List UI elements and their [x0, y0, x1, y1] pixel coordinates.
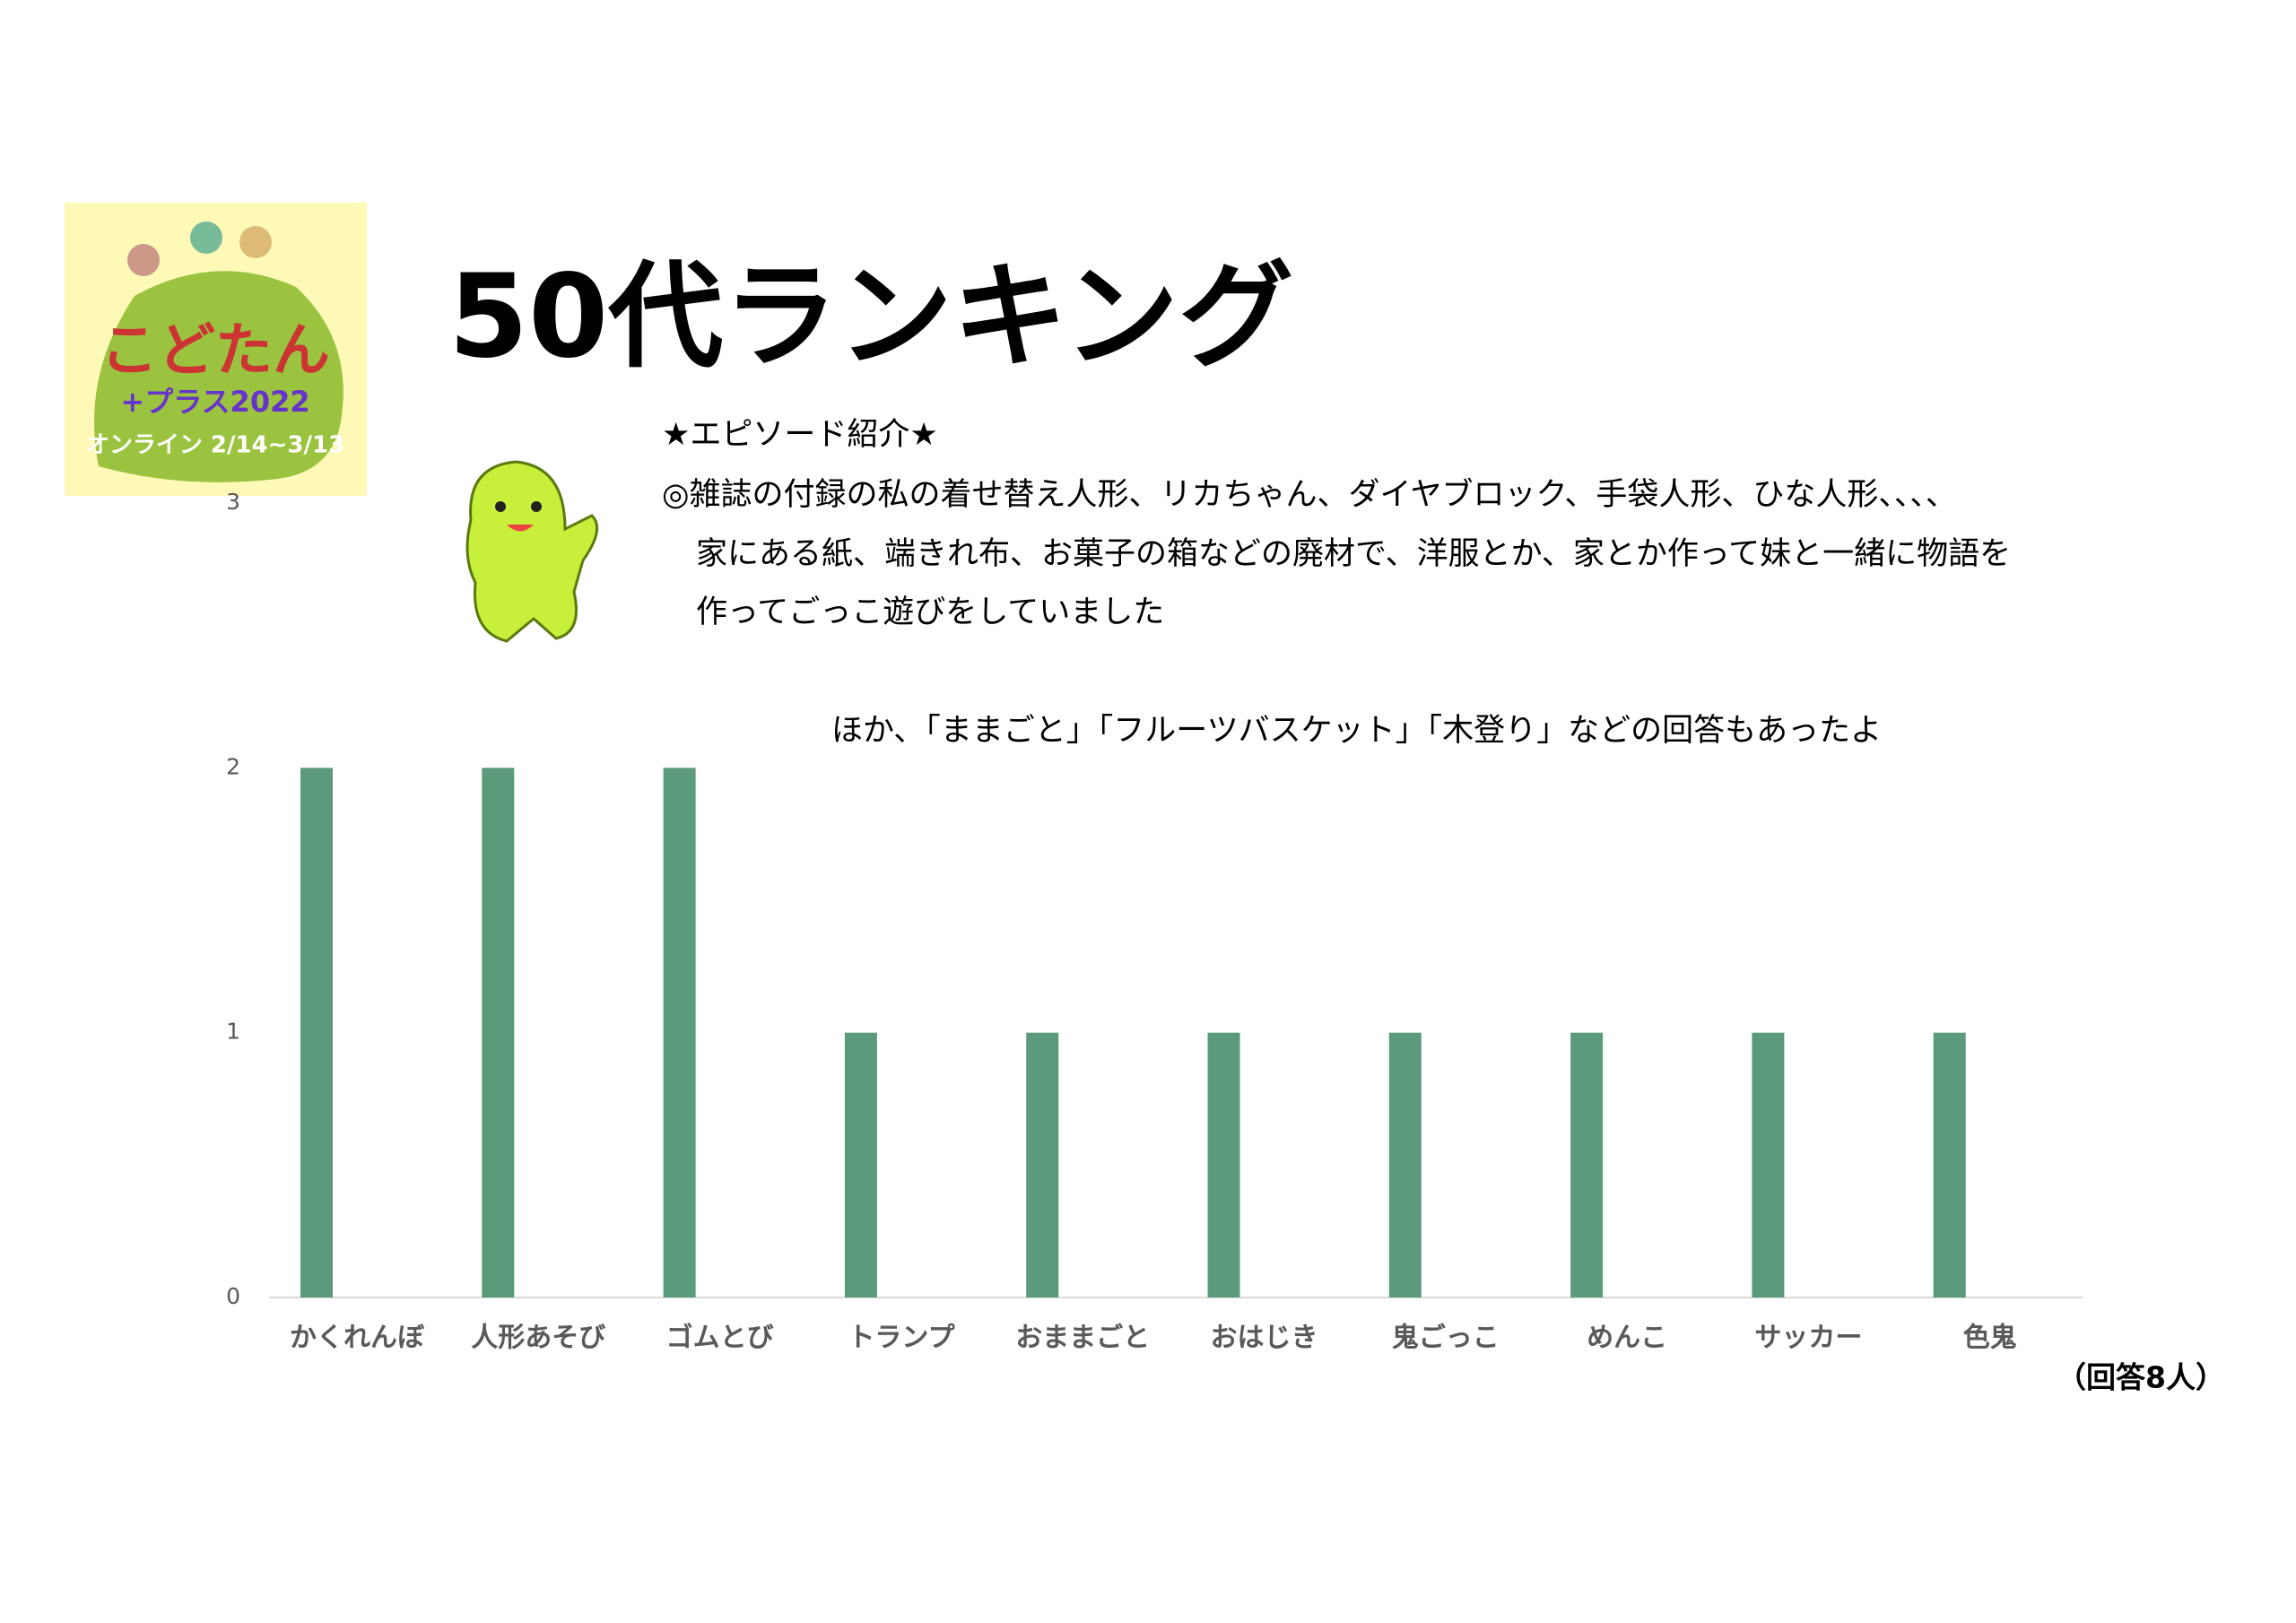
- bar: [1570, 1032, 1604, 1298]
- logo: こどたん +プラス2022 オンライン 2/14~3/13: [65, 203, 367, 496]
- logo-face: [127, 244, 160, 276]
- episode-line: 家にある紙、端きれ布、お菓子の箱などの廃材で、洋服とか、家とか作って妹と一緒に物…: [696, 536, 2011, 572]
- logo-blob: [94, 271, 344, 482]
- x-tick-label: トランプ: [848, 1323, 955, 1354]
- bar: [663, 768, 696, 1298]
- x-tick-label: かくれんぼ: [290, 1323, 425, 1354]
- y-tick-label: 0: [226, 1283, 240, 1309]
- bar: [1752, 1032, 1785, 1298]
- mascot: [465, 460, 599, 643]
- x-tick-label: 鬼ごっこ: [1392, 1323, 1500, 1354]
- y-tick-label: 1: [226, 1019, 240, 1045]
- bar: [1388, 1032, 1422, 1298]
- bar: [1933, 1032, 1966, 1298]
- x-tick-label: おはじき: [1211, 1323, 1318, 1354]
- x-tick-label: サッカー: [1754, 1323, 1862, 1354]
- mascot-mouth: [507, 525, 534, 532]
- bar: [1207, 1032, 1240, 1298]
- respondents: （回答8人）: [2057, 1360, 2225, 1395]
- logo-face: [239, 226, 272, 258]
- x-tick-label: ゴムとび: [666, 1323, 774, 1354]
- x-tick-label: 色鬼: [1963, 1323, 2017, 1354]
- episode-line: ◎雑誌の付録の私の着せ替え人形、リカちゃん、ダイヤブロック、手袋人形、ひな人形、…: [662, 477, 1957, 513]
- bar: [300, 768, 333, 1298]
- bar: [844, 1032, 877, 1298]
- bar: [482, 768, 515, 1298]
- note: ほか、「ままごと」「フルーツバスケット」「木登り」などの回答もあったよ: [831, 713, 1882, 749]
- logo-sub: +プラス2022: [120, 385, 309, 419]
- logo-name: こどたん: [100, 318, 330, 385]
- episode-line: 作ってごっこ遊びをしていました: [696, 595, 1164, 630]
- slide-title: 50代ランキング: [448, 250, 1293, 384]
- logo-date: オンライン 2/14~3/13: [86, 432, 344, 459]
- bar: [1026, 1032, 1059, 1298]
- y-tick-label: 2: [226, 753, 240, 779]
- mascot-eye: [495, 501, 506, 512]
- x-tick-label: 人形あそび: [471, 1323, 605, 1354]
- mascot-eye: [531, 501, 542, 512]
- logo-face: [190, 221, 222, 254]
- y-tick-label: 3: [226, 489, 240, 515]
- x-tick-label: おままごと: [1015, 1323, 1150, 1354]
- x-tick-label: めんこ: [1587, 1323, 1667, 1354]
- episode-heading: ★エピソード紹介★: [662, 417, 938, 453]
